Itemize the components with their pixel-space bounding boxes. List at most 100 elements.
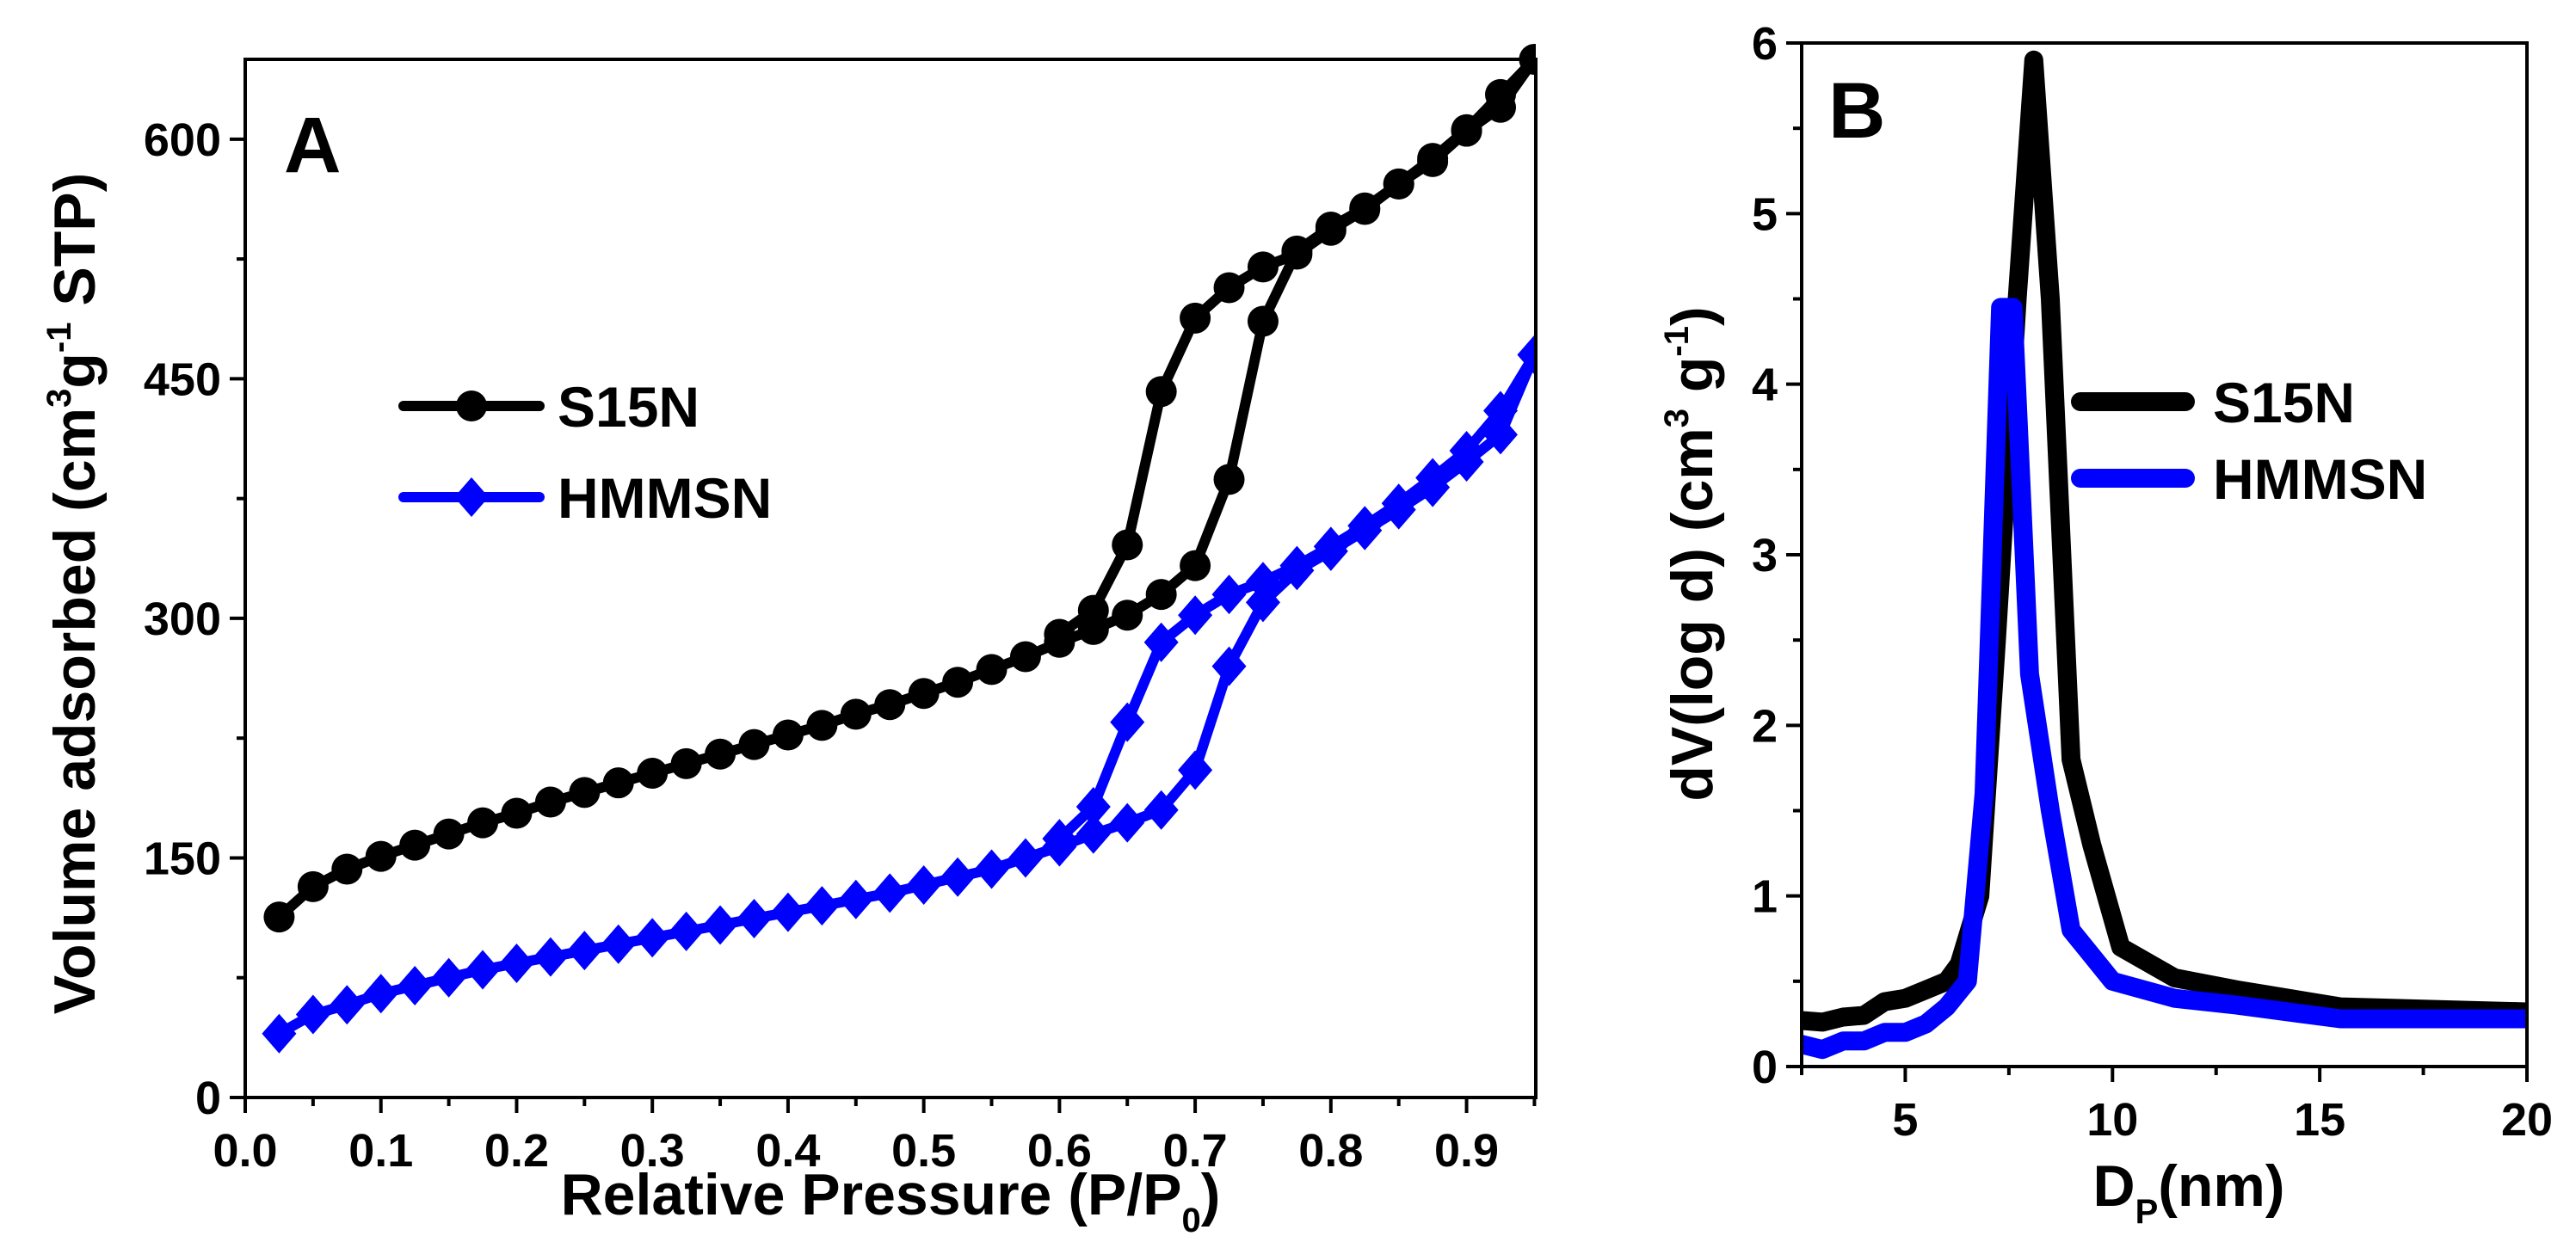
data-point-hmmsn xyxy=(770,892,805,932)
x-tick-label: 0.6 xyxy=(1027,1125,1092,1177)
data-point-hmmsn xyxy=(669,911,704,951)
data-point-s15n xyxy=(1180,550,1211,581)
data-point-s15n xyxy=(1044,618,1075,650)
data-point-s15n xyxy=(1112,529,1143,561)
data-point-s15n xyxy=(1145,376,1177,408)
x-tick-label: 0.2 xyxy=(484,1125,549,1177)
panel-label: A xyxy=(284,101,341,189)
legend-marker-circle xyxy=(456,390,487,421)
x-axis-title-main: Relative Pressure (P/P xyxy=(561,1162,1182,1227)
data-point-s15n xyxy=(1451,114,1482,145)
x-axis-title-subscript: P xyxy=(2135,1193,2159,1231)
data-point-hmmsn xyxy=(906,865,941,906)
data-point-s15n xyxy=(670,747,702,779)
data-point-s15n xyxy=(738,729,770,760)
data-point-hmmsn xyxy=(1211,575,1247,615)
data-point-hmmsn xyxy=(1245,582,1280,623)
y-tick-label: 5 xyxy=(1752,188,1778,240)
series-line-s15n xyxy=(1802,50,2527,1032)
data-point-s15n xyxy=(399,829,431,861)
x-tick-label: 0.3 xyxy=(620,1125,685,1177)
data-point-s15n xyxy=(1383,168,1414,200)
series-group xyxy=(262,44,1536,1054)
data-point-hmmsn xyxy=(1245,562,1280,602)
data-point-hmmsn xyxy=(703,905,738,945)
data-point-hmmsn xyxy=(1143,790,1179,830)
x-tick-label: 0.7 xyxy=(1163,1125,1228,1177)
data-point-hmmsn xyxy=(1110,702,1145,742)
data-point-hmmsn xyxy=(1415,458,1451,498)
y-axis-title-part: g xyxy=(1660,357,1725,409)
data-point-s15n xyxy=(1009,641,1041,673)
data-point-hmmsn xyxy=(872,873,908,913)
x-axis-title: DP(nm) xyxy=(2092,1153,2284,1231)
legend-label-hmmsn: HMMSN xyxy=(558,466,772,530)
y-axis-title: Volume adsorbed (cm3g-1 STP) xyxy=(40,173,108,1015)
x-tick-label: 0.1 xyxy=(348,1125,413,1177)
data-point-hmmsn xyxy=(601,924,636,964)
data-point-s15n xyxy=(1484,78,1516,110)
y-tick-label: 300 xyxy=(144,593,221,645)
data-point-hmmsn xyxy=(838,879,873,919)
data-point-hmmsn xyxy=(465,950,501,990)
data-point-hmmsn xyxy=(397,966,433,1006)
y-tick-label: 1 xyxy=(1752,871,1778,923)
data-point-hmmsn xyxy=(1347,506,1383,546)
y-tick-label: 150 xyxy=(144,833,221,884)
legend: S15N HMMSN xyxy=(2071,371,2427,511)
plot-frame xyxy=(1800,41,2529,1068)
data-point-s15n xyxy=(297,870,329,902)
x-tick-label: 0.9 xyxy=(1434,1125,1499,1177)
data-point-hmmsn xyxy=(974,849,1009,889)
x-tick-label: 10 xyxy=(2086,1094,2138,1146)
y-axis-title-part: g xyxy=(42,353,108,389)
data-point-s15n xyxy=(1417,143,1449,175)
data-point-s15n xyxy=(806,710,838,741)
data-point-s15n xyxy=(467,807,499,839)
legend-label-s15n: S15N xyxy=(2213,371,2355,434)
data-point-s15n xyxy=(1145,579,1177,611)
data-point-s15n xyxy=(1077,594,1109,626)
y-tick-label: 600 xyxy=(144,114,221,166)
panel-a-isotherm-chart: 0.0 0.1 0.2 0.3 0.4 0.5 0.6 0.7 0.8 0.9 0 150 300 450… xyxy=(40,44,1538,1239)
y-axis-title-part: dV(log d) (cm xyxy=(1660,427,1725,801)
data-point-s15n xyxy=(433,818,465,850)
y-axis-title-superscript: -1 xyxy=(40,323,78,354)
legend: S15N HMMSN xyxy=(398,375,772,530)
y-tick-label: 6 xyxy=(1752,18,1778,70)
data-point-s15n xyxy=(840,698,872,730)
data-point-s15n xyxy=(705,738,736,770)
y-tick-label: 0 xyxy=(195,1073,221,1124)
series-group xyxy=(1802,50,2527,1060)
x-axis-title-end: (nm) xyxy=(2158,1153,2284,1219)
data-point-s15n xyxy=(1213,272,1245,304)
y-axis-title-part: Volume adsorbed (cm xyxy=(42,408,108,1014)
data-point-s15n xyxy=(1180,302,1211,334)
data-point-hmmsn xyxy=(1178,750,1213,790)
x-tick-label: 20 xyxy=(2501,1094,2553,1146)
data-point-s15n xyxy=(569,777,601,809)
data-point-hmmsn xyxy=(1482,415,1518,455)
plot-frame xyxy=(243,58,1538,1099)
x-tick-label: 0.4 xyxy=(755,1125,820,1177)
y-tick-label: 2 xyxy=(1752,700,1778,752)
y-axis-title-superscript: 3 xyxy=(40,389,78,408)
data-point-hmmsn xyxy=(1517,335,1536,375)
x-axis-title-main: D xyxy=(2092,1153,2135,1219)
data-point-hmmsn xyxy=(533,937,568,977)
data-point-hmmsn xyxy=(1381,483,1416,524)
data-point-s15n xyxy=(942,667,974,698)
x-axis-title-subscript: 0 xyxy=(1182,1202,1201,1239)
data-point-hmmsn xyxy=(1313,526,1348,567)
x-tick-label: 0.0 xyxy=(213,1125,277,1177)
data-point-hmmsn xyxy=(1008,838,1043,878)
legend-marker-diamond xyxy=(454,477,489,517)
y-axis-title-part: STP) xyxy=(42,173,108,323)
data-point-s15n xyxy=(1281,238,1313,270)
data-point-hmmsn xyxy=(1178,595,1213,636)
y-axis-title-superscript: 3 xyxy=(1658,409,1696,427)
data-point-s15n xyxy=(365,840,397,872)
y-axis-title: dV(log d) (cm3 g-1) xyxy=(1658,306,1725,801)
